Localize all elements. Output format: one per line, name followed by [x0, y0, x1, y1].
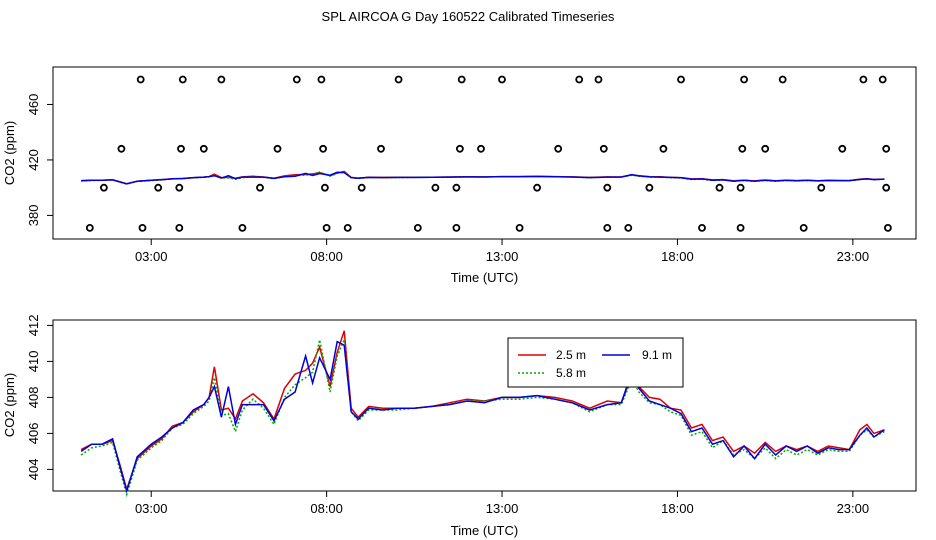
bottom-plot-frame	[52, 319, 917, 492]
series-line-5-8-m	[80, 339, 885, 498]
scatter-point	[377, 144, 385, 153]
scatter-point	[238, 223, 247, 232]
scatter-point	[603, 223, 612, 232]
scatter-point	[217, 75, 226, 84]
top-y-axis-label: CO2 (ppm)	[2, 121, 17, 185]
scatter-point	[319, 144, 328, 153]
top-x-axis-label: Time (UTC)	[451, 270, 518, 285]
y-tick-label: 410	[26, 351, 41, 373]
scatter-point	[175, 223, 184, 232]
scatter-point	[884, 223, 892, 232]
scatter-point	[394, 75, 403, 84]
x-tick-label: 03:00	[135, 249, 168, 264]
scatter-point	[677, 75, 685, 84]
legend-box	[507, 337, 684, 388]
scatter-point	[457, 75, 466, 84]
bottom-panel: 03:00 08:00 13:00 18:00 23:00 404 406 408 410 412…	[2, 315, 917, 538]
x-tick-label: 13:00	[486, 501, 519, 516]
x-tick-label: 08:00	[310, 249, 343, 264]
scatter-point	[256, 183, 264, 192]
scatter-point	[452, 183, 461, 192]
scatter-point	[136, 75, 145, 84]
legend-label-2-5m: 2.5 m	[556, 348, 586, 362]
scatter-point	[740, 75, 748, 84]
scatter-point	[761, 144, 770, 153]
y-tick-label: 408	[26, 387, 41, 409]
scatter-point	[175, 183, 184, 192]
scatter-point	[178, 75, 187, 84]
x-tick-label: 08:00	[310, 501, 343, 516]
scatter-point	[799, 223, 808, 232]
scatter-point	[715, 183, 724, 192]
legend-label-9-1m: 9.1 m	[642, 348, 672, 362]
scatter-point	[736, 183, 745, 192]
scatter-point	[273, 144, 282, 153]
scatter-point	[292, 75, 301, 84]
scatter-point	[778, 75, 787, 84]
scatter-point	[599, 144, 608, 153]
x-tick-label: 18:00	[661, 249, 694, 264]
scatter-point	[817, 183, 826, 192]
scatter-point	[357, 183, 366, 192]
x-tick-label: 23:00	[837, 249, 870, 264]
scatter-point	[878, 75, 887, 84]
y-tick-label: 404	[26, 459, 41, 481]
legend-label-5-8m: 5.8 m	[556, 366, 586, 380]
scatter-point	[659, 144, 668, 153]
scatter-point	[343, 223, 352, 232]
scatter-point	[738, 144, 747, 153]
x-tick-label: 13:00	[486, 249, 519, 264]
y-tick-label: 420	[26, 149, 41, 171]
series-line-9-1-m	[80, 340, 885, 494]
scatter-point	[317, 75, 326, 84]
scatter-point	[515, 223, 524, 232]
x-tick-label: 18:00	[661, 501, 694, 516]
scatter-point	[838, 144, 847, 153]
scatter-point	[575, 75, 584, 84]
series-line-5-8-m	[81, 171, 885, 185]
scatter-point	[413, 223, 422, 232]
top-plot-frame	[52, 66, 917, 240]
x-tick-label: 03:00	[135, 501, 168, 516]
series-line-2-5-m	[80, 330, 885, 492]
scatter-point	[645, 183, 654, 192]
scatter-point	[736, 223, 745, 232]
scatter-point	[594, 75, 603, 84]
scatter-point	[452, 223, 461, 232]
scatter-point	[882, 183, 891, 192]
bottom-y-axis-label: CO2 (ppm)	[2, 373, 17, 437]
scatter-point	[455, 144, 464, 153]
scatter-point	[322, 223, 331, 232]
scatter-point	[199, 144, 208, 153]
scatter-point	[603, 183, 612, 192]
x-tick-label: 23:00	[837, 501, 870, 516]
scatter-point	[882, 144, 891, 153]
scatter-point	[85, 223, 94, 232]
scatter-point	[533, 183, 541, 192]
scatter-point	[117, 144, 126, 153]
scatter-point	[154, 183, 163, 192]
scatter-point	[859, 75, 868, 84]
top-panel: 03:00 08:00 13:00 18:00 23:00 380 420 460 Time …	[2, 66, 917, 285]
series-line-9-1-m	[81, 171, 885, 185]
y-tick-label: 460	[26, 94, 41, 116]
scatter-point	[498, 75, 506, 84]
scatter-point	[100, 183, 108, 192]
scatter-point	[477, 144, 485, 153]
scatter-point	[554, 144, 563, 153]
y-tick-label: 380	[26, 205, 41, 227]
scatter-point	[320, 183, 329, 192]
y-tick-label: 412	[26, 315, 41, 337]
scatter-point	[698, 223, 706, 232]
chart-title: SPL AIRCOA G Day 160522 Calibrated Times…	[321, 9, 615, 24]
scatter-point	[138, 223, 147, 232]
y-tick-label: 406	[26, 423, 41, 445]
scatter-point	[624, 223, 633, 232]
legend: 2.5 m 9.1 m 5.8 m	[507, 337, 684, 388]
scatter-point	[177, 144, 185, 153]
bottom-x-axis-label: Time (UTC)	[451, 523, 518, 538]
scatter-point	[431, 183, 440, 192]
